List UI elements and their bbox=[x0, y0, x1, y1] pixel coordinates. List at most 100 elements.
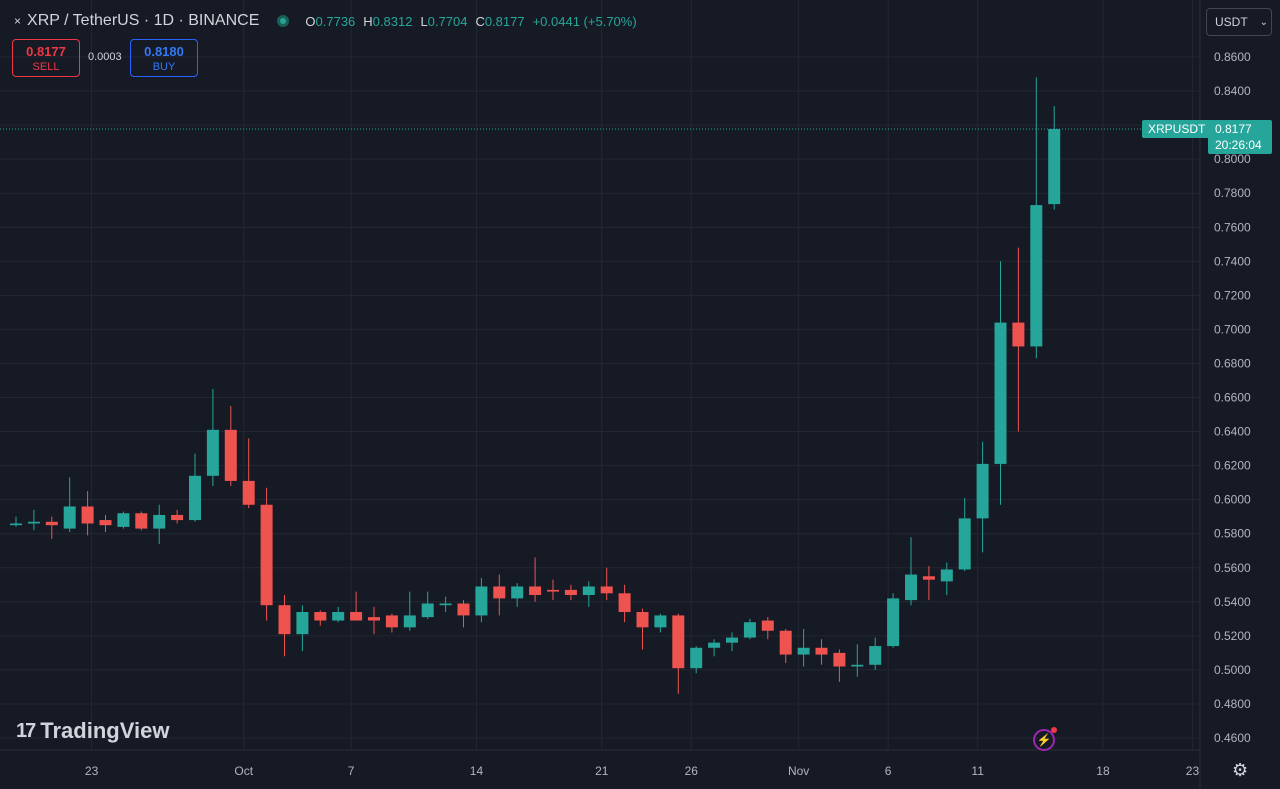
currency-value: USDT bbox=[1215, 15, 1248, 29]
candle[interactable] bbox=[869, 637, 882, 670]
candle[interactable] bbox=[350, 591, 363, 621]
candle[interactable] bbox=[1012, 247, 1025, 432]
candle[interactable] bbox=[815, 639, 828, 665]
change-value: +0.0441 (+5.70%) bbox=[532, 13, 637, 29]
low-value: 0.7704 bbox=[427, 13, 468, 29]
x-tick-label: 26 bbox=[685, 764, 699, 778]
y-tick-label: 0.5600 bbox=[1214, 561, 1251, 575]
candle[interactable] bbox=[296, 605, 309, 652]
gear-icon[interactable]: ⚙ bbox=[1232, 760, 1249, 780]
market-status-icon bbox=[277, 15, 290, 27]
candle[interactable] bbox=[564, 584, 577, 601]
y-tick-label: 0.6000 bbox=[1214, 493, 1251, 507]
candle[interactable] bbox=[260, 487, 273, 621]
candle[interactable] bbox=[851, 644, 864, 677]
candle-body bbox=[940, 569, 953, 582]
open-key: O bbox=[305, 13, 316, 29]
candle-body bbox=[260, 504, 273, 606]
candle[interactable] bbox=[905, 537, 917, 606]
candle[interactable] bbox=[171, 509, 184, 524]
candle[interactable] bbox=[976, 441, 989, 553]
candle[interactable] bbox=[833, 649, 846, 682]
y-tick-label: 0.8000 bbox=[1214, 152, 1251, 166]
y-tick-label: 0.8400 bbox=[1214, 84, 1251, 98]
x-tick-label: Oct bbox=[234, 764, 253, 778]
symbol-title[interactable]: XRP / TetherUS · 1D · BINANCE bbox=[27, 12, 260, 29]
candle[interactable] bbox=[511, 583, 524, 607]
low-key: L bbox=[420, 13, 428, 29]
candle[interactable] bbox=[403, 591, 416, 631]
candle[interactable] bbox=[475, 577, 488, 623]
candle[interactable] bbox=[958, 497, 971, 572]
candle[interactable] bbox=[690, 646, 703, 674]
candle[interactable] bbox=[385, 613, 398, 633]
candle[interactable] bbox=[27, 509, 40, 531]
candle[interactable] bbox=[797, 629, 810, 667]
candle[interactable] bbox=[529, 557, 542, 602]
candle[interactable] bbox=[421, 591, 434, 619]
candle[interactable] bbox=[135, 511, 148, 531]
candle-body bbox=[833, 652, 846, 667]
candle[interactable] bbox=[940, 562, 953, 595]
candle[interactable] bbox=[153, 504, 166, 544]
candle[interactable] bbox=[654, 613, 667, 633]
candle-body bbox=[797, 647, 810, 655]
tradingview-logo[interactable]: 17 TradingView bbox=[16, 718, 169, 744]
candle[interactable] bbox=[547, 579, 559, 601]
candle[interactable] bbox=[457, 600, 470, 628]
candle-body bbox=[636, 612, 649, 628]
candle[interactable] bbox=[117, 511, 130, 529]
candle[interactable] bbox=[994, 261, 1007, 505]
candle[interactable] bbox=[636, 608, 649, 650]
candle[interactable] bbox=[314, 610, 327, 626]
candle-body bbox=[27, 521, 40, 524]
currency-select[interactable]: USDT ⌄ bbox=[1206, 8, 1272, 36]
candle[interactable] bbox=[1030, 77, 1043, 359]
x-tick-label: 7 bbox=[348, 764, 355, 778]
candle[interactable] bbox=[206, 388, 219, 487]
candle[interactable] bbox=[582, 581, 595, 607]
candle[interactable] bbox=[45, 516, 58, 539]
candle[interactable] bbox=[332, 606, 345, 623]
candle[interactable] bbox=[224, 406, 237, 487]
candle[interactable] bbox=[922, 566, 935, 601]
candle[interactable] bbox=[779, 629, 792, 664]
candle[interactable] bbox=[887, 593, 900, 648]
candle[interactable] bbox=[439, 596, 452, 613]
x-tick-label: 18 bbox=[1096, 764, 1110, 778]
candle[interactable] bbox=[81, 491, 94, 536]
candle[interactable] bbox=[242, 438, 255, 509]
candle[interactable] bbox=[1048, 106, 1061, 210]
candle[interactable] bbox=[708, 639, 721, 657]
close-value: 0.8177 bbox=[484, 13, 525, 29]
candle[interactable] bbox=[726, 632, 738, 652]
candle[interactable] bbox=[368, 606, 380, 635]
candle-body bbox=[582, 586, 595, 595]
candle-body bbox=[63, 506, 76, 529]
candle[interactable] bbox=[618, 584, 631, 623]
buy-button[interactable]: 0.8180 BUY bbox=[130, 39, 198, 77]
candle[interactable] bbox=[10, 516, 22, 527]
candle[interactable] bbox=[99, 514, 112, 532]
candle[interactable] bbox=[761, 617, 774, 640]
candle-body bbox=[117, 513, 130, 527]
candle-body bbox=[690, 647, 703, 669]
y-tick-label: 0.7800 bbox=[1214, 186, 1251, 200]
candle[interactable] bbox=[672, 613, 685, 694]
sell-button[interactable]: 0.8177 SELL bbox=[12, 39, 80, 77]
candle[interactable] bbox=[278, 594, 291, 657]
y-tick-label: 0.6800 bbox=[1214, 356, 1251, 370]
close-icon[interactable]: × bbox=[14, 14, 22, 28]
candle[interactable] bbox=[600, 567, 613, 601]
candle-body bbox=[296, 612, 309, 635]
flash-icon[interactable]: ⚡ bbox=[1033, 727, 1057, 751]
candle[interactable] bbox=[63, 477, 76, 532]
y-tick-label: 0.5400 bbox=[1214, 595, 1251, 609]
chevron-down-icon: ⌄ bbox=[1259, 16, 1269, 28]
candle[interactable] bbox=[189, 453, 201, 522]
candle-body bbox=[779, 630, 792, 655]
candle-body bbox=[421, 603, 434, 618]
candle[interactable] bbox=[493, 574, 506, 616]
candle[interactable] bbox=[743, 618, 756, 640]
